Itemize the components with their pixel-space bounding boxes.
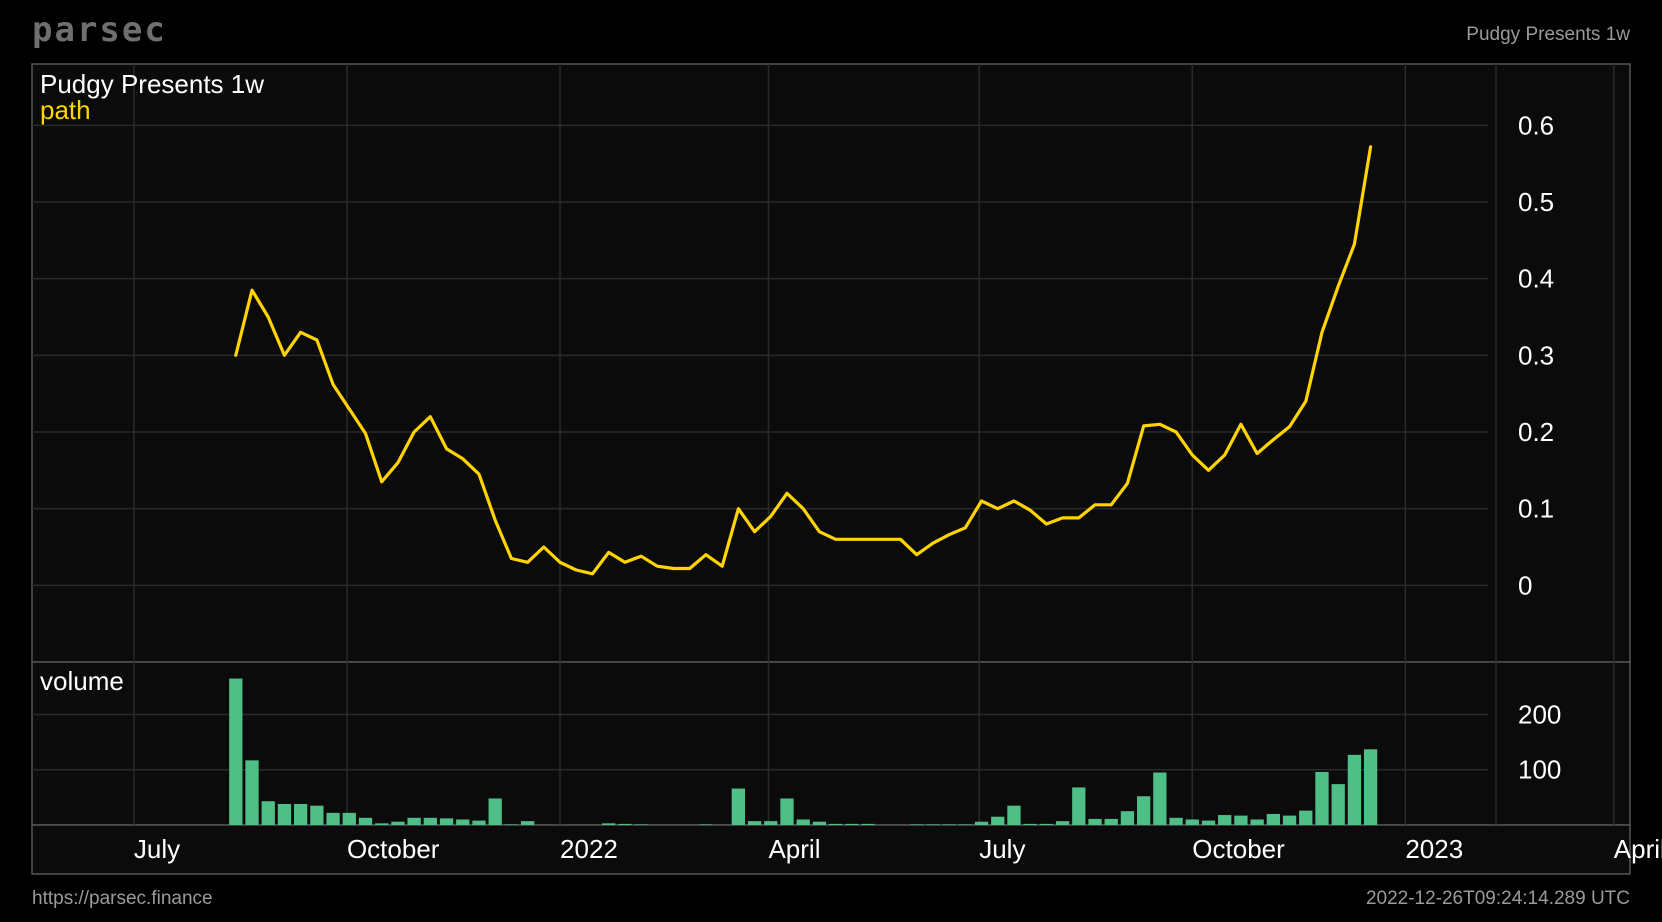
volume-bar: [1088, 818, 1102, 825]
footer-url[interactable]: https://parsec.finance: [32, 888, 213, 909]
volume-bar: [731, 788, 746, 825]
volume-bar: [1023, 823, 1037, 825]
price-y-tick-label: 0.1: [1518, 494, 1554, 524]
volume-bar: [1250, 819, 1264, 825]
volume-bar: [1169, 817, 1183, 825]
volume-bar: [812, 821, 827, 825]
volume-bar: [780, 798, 794, 825]
chart-grid: [32, 64, 1615, 825]
volume-bar: [310, 805, 324, 825]
volume-y-tick-label: 200: [1518, 699, 1561, 729]
x-tick-label: 2023: [1405, 834, 1463, 864]
volume-y-tick-label: 100: [1518, 755, 1561, 785]
volume-bar: [375, 823, 389, 825]
volume-bar: [488, 798, 502, 825]
price-y-tick-label: 0.3: [1518, 340, 1554, 370]
volume-bar: [1055, 821, 1070, 825]
volume-bar: [618, 823, 632, 825]
volume-bar: [1218, 815, 1232, 825]
axis-ticks: July October 2022 April July October 2023 April…: [134, 110, 1662, 864]
volume-bar: [1347, 754, 1362, 825]
volume-bar: [764, 821, 778, 825]
chart-panels: [31, 63, 1631, 875]
volume-bar: [229, 678, 243, 825]
volume-bar: [828, 823, 843, 825]
volume-bar: [456, 819, 470, 825]
volume-bar: [796, 819, 810, 825]
volume-bar: [326, 812, 340, 825]
price-y-tick-label: 0.6: [1518, 110, 1554, 140]
volume-bar: [358, 817, 373, 825]
volume-bar: [1153, 772, 1167, 825]
price-panel: [31, 63, 1631, 663]
price-y-tick-label: 0.2: [1518, 417, 1554, 447]
volume-bar: [261, 801, 275, 825]
x-tick-label: April: [1614, 834, 1662, 864]
price-y-tick-label: 0.5: [1518, 187, 1554, 217]
parsec-logo: parsec: [32, 10, 167, 50]
volume-bar: [1039, 823, 1054, 825]
x-tick-label: July: [134, 834, 180, 864]
footer-timestamp: 2022-12-26T09:24:14.289 UTC: [1365, 888, 1630, 909]
x-tick-label: October: [1192, 834, 1285, 864]
volume-bar: [1315, 771, 1329, 825]
x-tick-label: July: [979, 834, 1025, 864]
volume-bar: [926, 824, 940, 825]
volume-bar: [407, 817, 421, 825]
volume-bar: [245, 760, 259, 825]
volume-bar: [423, 817, 437, 825]
price-y-tick-label: 0.4: [1518, 264, 1554, 294]
volume-bar: [1363, 749, 1378, 825]
volume-bar: [1072, 787, 1086, 825]
volume-bar: [1201, 820, 1216, 825]
volume-bar: [861, 823, 875, 825]
volume-bar: [472, 820, 486, 825]
volume-bar: [602, 823, 616, 825]
chart-title: Pudgy Presents 1w: [40, 69, 264, 99]
x-tick-label: April: [768, 834, 820, 864]
volume-bar: [958, 824, 972, 825]
volume-bar: [747, 821, 762, 825]
price-y-tick-label: 0: [1518, 570, 1532, 600]
volume-bars: [229, 678, 1378, 825]
volume-bar: [504, 824, 519, 825]
volume-bar: [439, 818, 454, 825]
volume-bar: [277, 804, 292, 825]
volume-bar: [1120, 811, 1135, 825]
volume-bar: [699, 824, 713, 825]
volume-bar: [634, 824, 648, 825]
volume-bar: [391, 821, 405, 825]
volume-bar: [1266, 813, 1280, 825]
volume-bar: [1234, 815, 1248, 825]
volume-bar: [910, 824, 924, 825]
volume-bar: [520, 821, 535, 825]
volume-bar: [294, 804, 308, 825]
volume-panel: [31, 661, 1631, 826]
x-tick-label: 2022: [560, 834, 618, 864]
volume-bar: [1104, 818, 1118, 825]
volume-bar: [942, 824, 956, 825]
chart-label-top-right: Pudgy Presents 1w: [1466, 24, 1630, 45]
volume-bar: [1137, 796, 1151, 825]
volume-bar: [1185, 819, 1199, 825]
volume-bar: [1007, 805, 1021, 825]
volume-bar: [845, 823, 859, 825]
price-line-group: [234, 145, 1373, 576]
volume-bar: [1331, 784, 1345, 825]
volume-bar: [342, 812, 356, 825]
x-tick-label: October: [347, 834, 440, 864]
volume-bar: [1282, 815, 1297, 825]
series-label: path: [40, 95, 91, 125]
volume-bar: [991, 816, 1005, 825]
volume-bar: [974, 821, 989, 825]
volume-label: volume: [40, 666, 124, 696]
x-axis-panel: [31, 824, 1631, 875]
volume-bar: [1299, 810, 1313, 825]
price-line: [234, 145, 1373, 576]
